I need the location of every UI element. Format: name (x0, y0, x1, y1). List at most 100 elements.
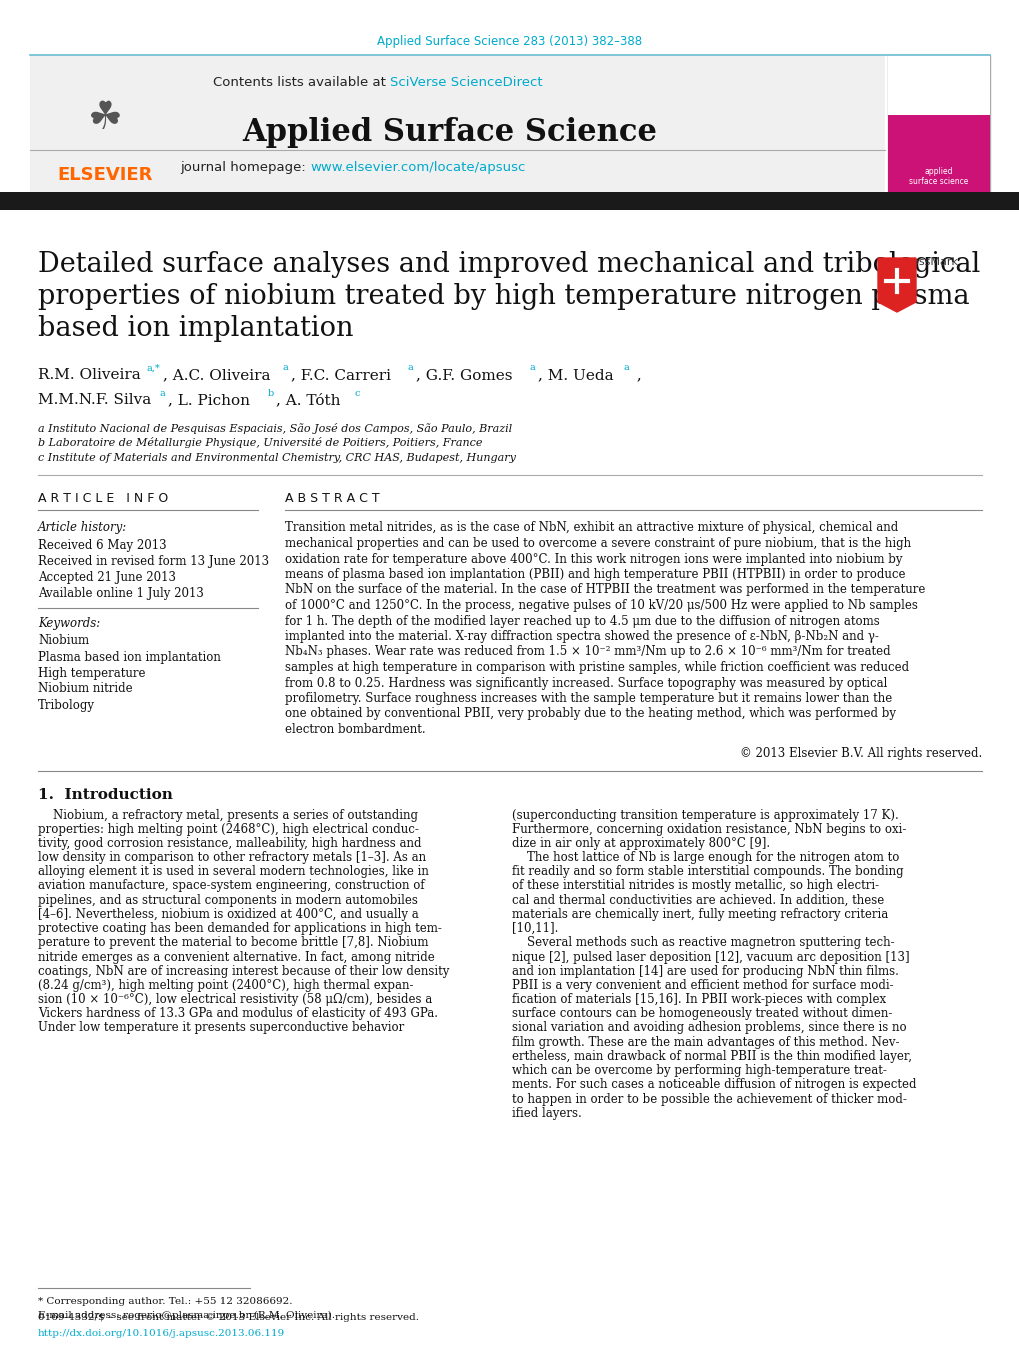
Text: a,*: a,* (147, 363, 161, 373)
Text: from 0.8 to 0.25. Hardness was significantly increased. Surface topography was m: from 0.8 to 0.25. Hardness was significa… (284, 677, 887, 689)
Text: [10,11].: [10,11]. (512, 923, 557, 935)
Text: coatings, NbN are of increasing interest because of their low density: coatings, NbN are of increasing interest… (38, 965, 449, 978)
Text: NbN on the surface of the material. In the case of HTPBII the treatment was perf: NbN on the surface of the material. In t… (284, 584, 924, 597)
Text: * Corresponding author. Tel.: +55 12 32086692.: * Corresponding author. Tel.: +55 12 320… (38, 1297, 292, 1306)
Text: ertheless, main drawback of normal PBII is the thin modified layer,: ertheless, main drawback of normal PBII … (512, 1050, 911, 1063)
Text: , G.F. Gomes: , G.F. Gomes (416, 367, 512, 382)
Text: sion (10 × 10⁻⁶°C), low electrical resistivity (58 μΩ/cm), besides a: sion (10 × 10⁻⁶°C), low electrical resis… (38, 993, 432, 1006)
Text: a: a (160, 389, 165, 397)
Text: Niobium, a refractory metal, presents a series of outstanding: Niobium, a refractory metal, presents a … (38, 808, 418, 821)
Text: which can be overcome by performing high-temperature treat-: which can be overcome by performing high… (512, 1065, 886, 1077)
Text: High temperature: High temperature (38, 666, 146, 680)
Text: a Instituto Nacional de Pesquisas Espaciais, São José dos Campos, São Paulo, Bra: a Instituto Nacional de Pesquisas Espaci… (38, 423, 512, 434)
Text: Niobium nitride: Niobium nitride (38, 682, 132, 696)
FancyBboxPatch shape (888, 55, 989, 115)
Text: Niobium: Niobium (38, 635, 89, 647)
Text: properties: high melting point (2468°C), high electrical conduc-: properties: high melting point (2468°C),… (38, 823, 419, 836)
Text: CrossMark: CrossMark (899, 257, 957, 267)
Text: sional variation and avoiding adhesion problems, since there is no: sional variation and avoiding adhesion p… (512, 1021, 906, 1035)
Text: cal and thermal conductivities are achieved. In addition, these: cal and thermal conductivities are achie… (512, 894, 883, 907)
Text: to happen in order to be possible the achievement of thicker mod-: to happen in order to be possible the ac… (512, 1093, 906, 1105)
Text: Detailed surface analyses and improved mechanical and tribological: Detailed surface analyses and improved m… (38, 251, 979, 278)
Text: ified layers.: ified layers. (512, 1106, 581, 1120)
Text: journal homepage:: journal homepage: (179, 162, 310, 174)
FancyBboxPatch shape (0, 192, 1019, 209)
Text: of 1000°C and 1250°C. In the process, negative pulses of 10 kV/20 μs/500 Hz were: of 1000°C and 1250°C. In the process, ne… (284, 598, 917, 612)
Text: PBII is a very convenient and efficient method for surface modi-: PBII is a very convenient and efficient … (512, 979, 893, 992)
Text: nique [2], pulsed laser deposition [12], vacuum arc deposition [13]: nique [2], pulsed laser deposition [12],… (512, 951, 909, 963)
Text: ELSEVIER: ELSEVIER (57, 166, 153, 184)
Text: (8.24 g/cm³), high melting point (2400°C), high thermal expan-: (8.24 g/cm³), high melting point (2400°C… (38, 979, 413, 992)
Text: Tribology: Tribology (38, 698, 95, 712)
Text: mechanical properties and can be used to overcome a severe constraint of pure ni: mechanical properties and can be used to… (284, 536, 910, 550)
FancyBboxPatch shape (888, 55, 989, 200)
Text: applied: applied (924, 168, 953, 177)
Text: for 1 h. The depth of the modified layer reached up to 4.5 μm due to the diffusi: for 1 h. The depth of the modified layer… (284, 615, 879, 627)
Text: materials are chemically inert, fully meeting refractory criteria: materials are chemically inert, fully me… (512, 908, 888, 921)
Text: and ion implantation [14] are used for producing NbN thin films.: and ion implantation [14] are used for p… (512, 965, 898, 978)
Text: oxidation rate for temperature above 400°C. In this work nitrogen ions were impl: oxidation rate for temperature above 400… (284, 553, 902, 566)
Text: Accepted 21 June 2013: Accepted 21 June 2013 (38, 570, 176, 584)
Text: low density in comparison to other refractory metals [1–3]. As an: low density in comparison to other refra… (38, 851, 426, 865)
Text: , F.C. Carreri: , F.C. Carreri (290, 367, 390, 382)
Text: , L. Pichon: , L. Pichon (168, 393, 250, 407)
Text: 1.  Introduction: 1. Introduction (38, 788, 172, 802)
Text: of these interstitial nitrides is mostly metallic, so high electri-: of these interstitial nitrides is mostly… (512, 880, 878, 893)
Text: Applied Surface Science 283 (2013) 382–388: Applied Surface Science 283 (2013) 382–3… (377, 35, 642, 49)
Text: Article history:: Article history: (38, 521, 127, 535)
Text: , A.C. Oliveira: , A.C. Oliveira (163, 367, 270, 382)
Text: fication of materials [15,16]. In PBII work-pieces with complex: fication of materials [15,16]. In PBII w… (512, 993, 886, 1006)
Text: M.M.N.F. Silva: M.M.N.F. Silva (38, 393, 151, 407)
Text: Contents lists available at: Contents lists available at (213, 76, 389, 89)
Text: Applied Surface Science: Applied Surface Science (243, 118, 657, 149)
Text: protective coating has been demanded for applications in high tem-: protective coating has been demanded for… (38, 923, 441, 935)
Text: ,: , (632, 367, 641, 382)
Text: surface contours can be homogeneously treated without dimen-: surface contours can be homogeneously tr… (512, 1008, 892, 1020)
Text: tivity, good corrosion resistance, malleability, high hardness and: tivity, good corrosion resistance, malle… (38, 836, 421, 850)
Text: The host lattice of Nb is large enough for the nitrogen atom to: The host lattice of Nb is large enough f… (512, 851, 899, 865)
Text: samples at high temperature in comparison with pristine samples, while friction : samples at high temperature in compariso… (284, 661, 908, 674)
Text: [4–6]. Nevertheless, niobium is oxidized at 400°C, and usually a: [4–6]. Nevertheless, niobium is oxidized… (38, 908, 419, 921)
Text: c: c (355, 389, 360, 397)
Text: b Laboratoire de Métallurgie Physique, Université de Poitiers, Poitiers, France: b Laboratoire de Métallurgie Physique, U… (38, 438, 482, 449)
Text: one obtained by conventional PBII, very probably due to the heating method, whic: one obtained by conventional PBII, very … (284, 708, 895, 720)
Text: based ion implantation: based ion implantation (38, 316, 354, 343)
Text: R.M. Oliveira: R.M. Oliveira (38, 367, 141, 382)
Text: nitride emerges as a convenient alternative. In fact, among nitride: nitride emerges as a convenient alternat… (38, 951, 434, 963)
Text: a: a (408, 363, 414, 373)
Text: Several methods such as reactive magnetron sputtering tech-: Several methods such as reactive magnetr… (512, 936, 894, 950)
Text: Keywords:: Keywords: (38, 617, 100, 631)
Text: fit readily and so form stable interstitial compounds. The bonding: fit readily and so form stable interstit… (512, 865, 903, 878)
Text: Vickers hardness of 13.3 GPa and modulus of elasticity of 493 GPa.: Vickers hardness of 13.3 GPa and modulus… (38, 1008, 437, 1020)
Text: (superconducting transition temperature is approximately 17 K).: (superconducting transition temperature … (512, 808, 898, 821)
Text: Available online 1 July 2013: Available online 1 July 2013 (38, 586, 204, 600)
Text: a: a (530, 363, 535, 373)
Text: Plasma based ion implantation: Plasma based ion implantation (38, 650, 221, 663)
Text: means of plasma based ion implantation (PBII) and high temperature PBII (HTPBII): means of plasma based ion implantation (… (284, 567, 905, 581)
Text: implanted into the material. X-ray diffraction spectra showed the presence of ε-: implanted into the material. X-ray diffr… (284, 630, 878, 643)
Polygon shape (877, 258, 915, 312)
Text: perature to prevent the material to become brittle [7,8]. Niobium: perature to prevent the material to beco… (38, 936, 428, 950)
Text: dize in air only at approximately 800°C [9].: dize in air only at approximately 800°C … (512, 836, 769, 850)
Text: Nb₄N₃ phases. Wear rate was reduced from 1.5 × 10⁻² mm³/Nm up to 2.6 × 10⁻⁶ mm³/: Nb₄N₃ phases. Wear rate was reduced from… (284, 646, 890, 658)
Text: © 2013 Elsevier B.V. All rights reserved.: © 2013 Elsevier B.V. All rights reserved… (739, 747, 981, 759)
Text: aviation manufacture, space-system engineering, construction of: aviation manufacture, space-system engin… (38, 880, 424, 893)
Text: Received 6 May 2013: Received 6 May 2013 (38, 539, 166, 551)
Polygon shape (892, 120, 984, 158)
Text: profilometry. Surface roughness increases with the sample temperature but it rem: profilometry. Surface roughness increase… (284, 692, 892, 705)
Text: surface science: surface science (908, 177, 968, 186)
Text: A B S T R A C T: A B S T R A C T (284, 492, 379, 504)
FancyBboxPatch shape (30, 55, 884, 200)
Text: A R T I C L E   I N F O: A R T I C L E I N F O (38, 492, 168, 504)
Text: 0169-4332/$ – see front matter © 2013 Elsevier Inc. All rights reserved.: 0169-4332/$ – see front matter © 2013 El… (38, 1313, 419, 1323)
Text: www.elsevier.com/locate/apsusc: www.elsevier.com/locate/apsusc (310, 162, 525, 174)
Text: a: a (624, 363, 629, 373)
Text: alloying element it is used in several modern technologies, like in: alloying element it is used in several m… (38, 865, 428, 878)
Text: c Institute of Materials and Environmental Chemistry, CRC HAS, Budapest, Hungary: c Institute of Materials and Environment… (38, 453, 516, 463)
Text: Received in revised form 13 June 2013: Received in revised form 13 June 2013 (38, 554, 269, 567)
Text: , M. Ueda: , M. Ueda (537, 367, 613, 382)
Text: ☘: ☘ (88, 99, 122, 136)
Text: film growth. These are the main advantages of this method. Nev-: film growth. These are the main advantag… (512, 1036, 899, 1048)
Text: pipelines, and as structural components in modern automobiles: pipelines, and as structural components … (38, 894, 418, 907)
Text: a: a (282, 363, 288, 373)
